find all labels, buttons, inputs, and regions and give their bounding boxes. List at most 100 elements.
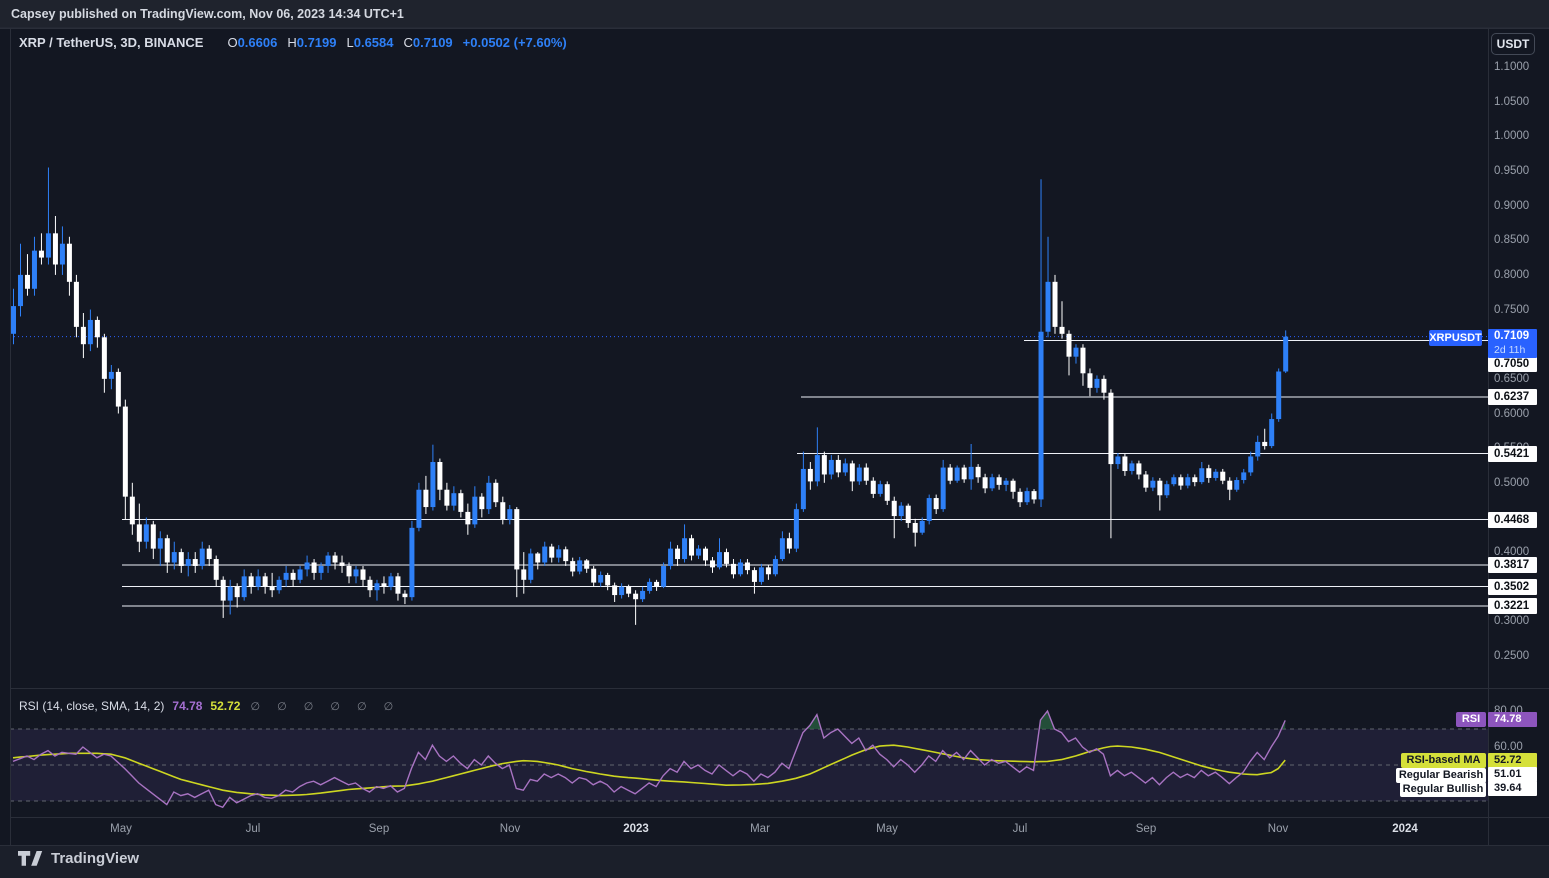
- candle-body: [905, 505, 911, 523]
- candle-body: [535, 553, 541, 563]
- candle-body: [311, 562, 317, 573]
- rsi-ma-value: 52.72: [210, 699, 241, 713]
- candle-body: [689, 538, 695, 556]
- candle-body: [367, 579, 373, 591]
- candle-body: [206, 548, 212, 560]
- high-label: H: [287, 35, 297, 50]
- candle-body: [150, 524, 156, 549]
- candle-body: [1136, 463, 1142, 475]
- candle-body: [1080, 347, 1086, 374]
- candle-body: [514, 509, 520, 570]
- candle-body: [388, 576, 394, 587]
- candle-body: [1283, 336, 1289, 372]
- candle-body: [1045, 281, 1051, 332]
- candle-body: [779, 538, 785, 560]
- candle-body: [346, 565, 352, 577]
- symbol-title[interactable]: XRP / TetherUS, 3D, BINANCE: [19, 35, 204, 50]
- rsi-tick-label: 60.00: [1494, 741, 1523, 753]
- candle-body: [793, 509, 799, 549]
- candle-body: [1059, 326, 1065, 334]
- candle-body: [444, 489, 450, 506]
- candle-body: [814, 455, 820, 482]
- candle-body: [751, 570, 757, 582]
- candle-body: [828, 459, 834, 475]
- candle-body: [52, 233, 58, 265]
- price-tick-label: 0.6000: [1494, 407, 1530, 420]
- level-price-label: 0.4468: [1488, 511, 1537, 528]
- rsi-overbought-fill: [1039, 711, 1055, 729]
- candle-body: [612, 585, 618, 596]
- level-price-label: 0.3221: [1488, 598, 1537, 615]
- candle-body: [989, 477, 995, 489]
- rsi-badge-label: RSI-based MA: [1401, 753, 1486, 768]
- chart-legend[interactable]: XRP / TetherUS, 3D, BINANCE O0.6606 H0.719…: [19, 35, 567, 53]
- candle-body: [136, 524, 142, 542]
- candle-body: [87, 319, 93, 345]
- candle-body: [912, 522, 918, 533]
- candle-body: [744, 562, 750, 571]
- candle-body: [1073, 347, 1079, 357]
- candle-body: [947, 467, 953, 481]
- candle-body: [1262, 441, 1268, 447]
- price-tick-label: 0.8000: [1494, 268, 1530, 281]
- candle-body: [549, 546, 555, 558]
- candle-body: [486, 482, 492, 510]
- candle-body: [696, 548, 702, 556]
- chart-background: [0, 29, 1549, 846]
- tradingview-brand-text: TradingView: [51, 850, 140, 867]
- tradingview-link[interactable]: TradingView: [18, 850, 139, 867]
- rsi-legend[interactable]: RSI (14, close, SMA, 14, 2) 74.78 52.72 ∅ ∅…: [19, 699, 400, 714]
- candle-body: [115, 371, 121, 407]
- candle-body: [59, 243, 65, 265]
- candle-body: [1101, 378, 1107, 393]
- candle-body: [716, 552, 722, 568]
- candle-body: [1227, 480, 1233, 490]
- candle-body: [1199, 468, 1205, 483]
- candle-body: [255, 576, 261, 587]
- candle-body: [870, 480, 876, 494]
- candle-body: [856, 467, 862, 482]
- candle-body: [835, 459, 841, 473]
- time-axis-month-label: Mar: [750, 823, 770, 835]
- published-text: Capsey published on TradingView.com, Nov…: [11, 7, 404, 21]
- candle-body: [73, 281, 79, 327]
- candle-body: [353, 569, 359, 577]
- candle-body: [863, 467, 869, 481]
- candle-body: [737, 562, 743, 575]
- low-value: 0.6584: [353, 35, 394, 50]
- candle-body: [185, 559, 191, 566]
- candle-body: [269, 586, 275, 591]
- candle-body: [926, 498, 932, 521]
- candle-body: [262, 576, 268, 587]
- price-line-symbol-tag[interactable]: XRPUSDT: [1429, 330, 1482, 346]
- candle-body: [1171, 477, 1177, 485]
- candle-body: [996, 477, 1002, 485]
- candle-body: [1164, 484, 1170, 496]
- candle-body: [821, 455, 827, 475]
- price-tick-label: 1.1000: [1494, 61, 1530, 73]
- level-price-label: 0.5421: [1488, 445, 1537, 462]
- currency-unit-button[interactable]: USDT: [1491, 33, 1535, 55]
- price-tick-label: 1.0000: [1494, 130, 1530, 143]
- close-value: 0.7109: [412, 35, 453, 50]
- candle-body: [1094, 378, 1100, 388]
- candle-body: [982, 477, 988, 489]
- rsi-badge-value: 74.78: [1488, 711, 1537, 727]
- candle-body: [877, 484, 883, 494]
- candle-body: [1115, 456, 1121, 465]
- candle-body: [360, 569, 366, 580]
- candle-body: [276, 579, 282, 591]
- candle-body: [1269, 419, 1275, 447]
- candle-body: [570, 561, 576, 572]
- candle-body: [842, 463, 848, 473]
- candle-body: [584, 560, 590, 569]
- price-tick-label: 0.9000: [1494, 199, 1530, 212]
- candle-body: [1003, 480, 1009, 485]
- close-label: C: [403, 35, 413, 50]
- candle-body: [290, 572, 296, 580]
- rsi-title[interactable]: RSI (14, close, SMA, 14, 2): [19, 699, 165, 713]
- rsi-badge-label: Regular Bullish: [1400, 781, 1486, 797]
- candle-body: [94, 319, 100, 338]
- price-tick-label: 1.0500: [1494, 95, 1530, 108]
